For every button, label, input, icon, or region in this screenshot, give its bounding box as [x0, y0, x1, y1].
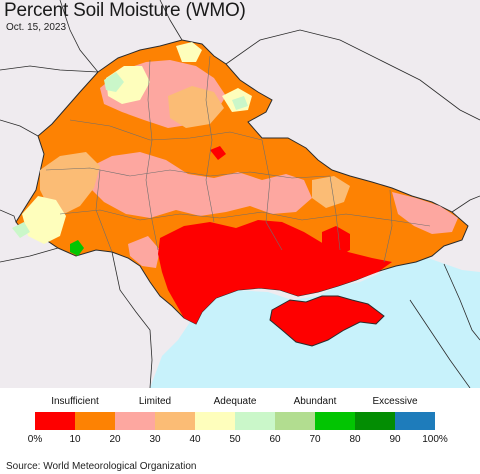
country-borders: [0, 0, 480, 388]
region-pink-center: [88, 152, 312, 218]
region-lightgreen-w: [12, 222, 30, 238]
legend-swatch-50-60: [235, 412, 275, 430]
region-red-east: [322, 226, 350, 258]
legend-swatch-10-20: [75, 412, 115, 430]
legend-category-label: Adequate: [213, 396, 257, 407]
region-lightorange-east: [312, 176, 350, 208]
region-pink-south: [128, 236, 160, 268]
region-lightorange-west: [40, 152, 100, 214]
legend-tick-label: 20: [109, 434, 121, 445]
legend-swatch-20-30: [115, 412, 155, 430]
legend-tick-label: 30: [149, 434, 161, 445]
legend-tick-label: 0%: [27, 434, 43, 445]
legend-tick-label: 40: [189, 434, 201, 445]
crimea: [269, 295, 385, 347]
region-yellow-west: [22, 196, 66, 244]
region-red-south: [158, 220, 392, 324]
legend-colorbar: [35, 412, 435, 430]
region-lightgreen-ne: [232, 96, 248, 110]
region-pink-east: [392, 192, 458, 234]
source-credit: Source: World Meteorological Organizatio…: [6, 461, 197, 472]
map-title: Percent Soil Moisture (WMO): [4, 0, 246, 21]
legend-category-label: Limited: [138, 396, 172, 407]
legend-swatch-70-80: [315, 412, 355, 430]
legend-tick-label: 70: [309, 434, 321, 445]
legend-swatch-0-10: [35, 412, 75, 430]
region-red-north: [210, 146, 226, 160]
legend-tick-label: 90: [389, 434, 401, 445]
legend-category-label: Excessive: [372, 396, 418, 407]
region-lightorange-north: [168, 86, 224, 128]
region-yellow-top: [176, 42, 202, 62]
map-date: Oct. 15, 2023: [6, 22, 67, 33]
legend-tick-label: 10: [69, 434, 81, 445]
legend-swatch-40-50: [195, 412, 235, 430]
legend-tick-label: 100%: [422, 434, 448, 445]
legend-tick-label: 60: [269, 434, 281, 445]
legend-tick-label: 80: [349, 434, 361, 445]
region-lightgreen-n: [104, 72, 124, 92]
legend-category-label: Insufficient: [51, 396, 99, 407]
legend-category-label: Abundant: [293, 396, 337, 407]
region-green-sw: [70, 240, 84, 256]
legend-swatch-90-100: [395, 412, 435, 430]
legend-tick-label: 50: [229, 434, 241, 445]
legend-swatch-60-70: [275, 412, 315, 430]
soil-moisture-map: [0, 0, 480, 388]
legend-swatch-30-40: [155, 412, 195, 430]
oblast-borders: [45, 55, 431, 263]
legend-swatch-80-90: [355, 412, 395, 430]
